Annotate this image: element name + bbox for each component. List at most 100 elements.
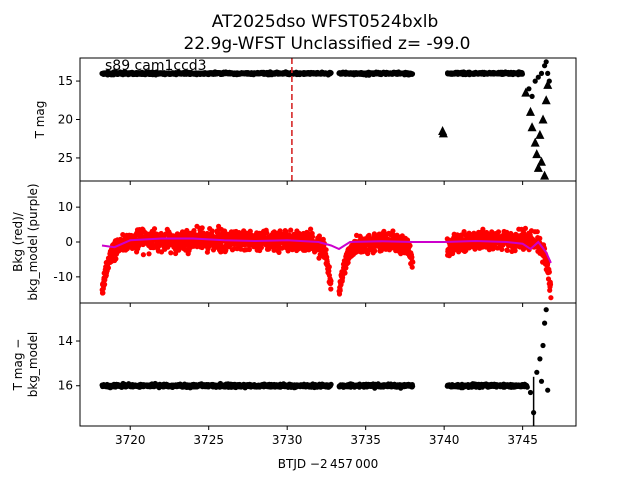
bkg-point xyxy=(372,248,378,254)
bkg-point xyxy=(337,287,343,294)
bkg-point xyxy=(466,230,472,236)
bkg-point xyxy=(342,270,348,276)
data-point xyxy=(526,86,532,92)
bkg-point xyxy=(546,269,552,275)
bkg-point xyxy=(191,228,197,234)
plot-area xyxy=(99,58,553,181)
bkg-point xyxy=(113,256,119,262)
bkg-model-line xyxy=(101,237,552,264)
bkg-point xyxy=(271,229,277,235)
bkg-point xyxy=(140,252,146,258)
bkg-point xyxy=(308,226,314,232)
bkg-point xyxy=(537,235,543,241)
bkg-point xyxy=(309,234,316,240)
bkg-point xyxy=(151,226,158,232)
y-tick-label: 20 xyxy=(58,113,73,127)
bkg-point xyxy=(223,247,229,253)
y-axis-label: Bkg (red)/bkg_model (purple) xyxy=(11,183,40,300)
plot-area xyxy=(99,223,554,301)
data-point xyxy=(527,389,534,396)
upper-limit-marker xyxy=(533,162,543,172)
bkg-point xyxy=(326,268,332,274)
bkg-point xyxy=(323,247,329,253)
data-point xyxy=(535,74,541,80)
bkg-point xyxy=(490,246,496,252)
upper-limit-marker xyxy=(543,79,553,89)
y-tick-label: 16 xyxy=(58,379,73,393)
bkg-point xyxy=(209,228,215,234)
upper-limit-marker xyxy=(536,156,546,166)
bkg-point xyxy=(534,229,540,235)
bkg-point xyxy=(499,246,505,252)
bkg-point xyxy=(173,250,179,257)
x-tick-label: 3740 xyxy=(429,433,460,447)
upper-limit-marker xyxy=(540,170,550,180)
upper-limit-marker xyxy=(521,87,531,97)
y-tick-label: 25 xyxy=(58,151,73,165)
bkg-point xyxy=(343,265,349,271)
data-point xyxy=(542,320,548,326)
bkg-point xyxy=(409,264,415,270)
data-point xyxy=(543,307,549,313)
title-line-2: 22.9g-WFST Unclassified z= -99.0 xyxy=(183,34,470,54)
y-axis-label: T mag −bkg_model xyxy=(11,332,40,398)
bkg-point xyxy=(522,225,529,231)
bkg-point xyxy=(168,250,174,256)
data-point xyxy=(540,342,546,349)
bkg-point xyxy=(326,264,332,270)
data-point xyxy=(328,381,334,387)
bkg-point xyxy=(320,236,326,242)
bkg-point xyxy=(366,232,372,238)
bkg-point xyxy=(288,227,294,233)
data-point xyxy=(529,93,535,99)
bkg-point xyxy=(390,228,396,234)
bkg-point xyxy=(410,259,416,265)
data-point xyxy=(328,70,334,76)
x-tick-label: 3735 xyxy=(350,433,381,447)
y-tick-label: 10 xyxy=(58,200,73,214)
upper-limit-marker xyxy=(525,106,535,116)
bkg-point xyxy=(328,278,334,284)
upper-limit-marker xyxy=(532,149,542,159)
y-tick-label: -10 xyxy=(53,270,73,284)
bkg-point xyxy=(407,243,413,249)
upper-limit-marker xyxy=(535,129,545,139)
data-point xyxy=(538,378,545,384)
y-tick-label: 14 xyxy=(58,334,73,348)
plot-area xyxy=(99,307,551,426)
bkg-point xyxy=(409,254,415,260)
bkg-point xyxy=(548,295,554,301)
data-point xyxy=(538,70,545,76)
axes-frame xyxy=(79,302,577,427)
title-line-1: AT2025dso WFST0524bxlb xyxy=(212,12,439,32)
panel-middle-background: 10 0 -10 Bkg (red)/bkg_model (purple) xyxy=(11,180,577,307)
bkg-point xyxy=(328,286,334,292)
y-tick-label: 15 xyxy=(58,74,73,88)
upper-limit-marker xyxy=(541,95,551,105)
data-point xyxy=(537,356,543,362)
bkg-point xyxy=(199,225,205,231)
bkg-point xyxy=(495,229,502,235)
data-point xyxy=(542,63,548,69)
upper-limit-marker xyxy=(530,137,540,147)
data-point xyxy=(543,59,549,65)
bkg-point xyxy=(512,248,518,254)
bkg-point xyxy=(146,251,152,257)
x-tick-label: 3725 xyxy=(193,433,224,447)
bkg-point xyxy=(547,281,554,287)
data-point xyxy=(410,383,416,389)
y-tick-label: 0 xyxy=(65,235,73,249)
data-point xyxy=(524,384,530,390)
bkg-point xyxy=(105,265,111,271)
bkg-point xyxy=(258,244,264,251)
data-point xyxy=(409,71,416,77)
bkg-point xyxy=(102,281,108,287)
bkg-point xyxy=(264,230,270,236)
upper-limit-marker xyxy=(438,128,448,138)
x-tick-label: 3720 xyxy=(115,433,146,447)
bkg-point xyxy=(276,249,282,255)
upper-limit-marker xyxy=(538,114,548,124)
upper-limit-marker xyxy=(527,122,537,132)
